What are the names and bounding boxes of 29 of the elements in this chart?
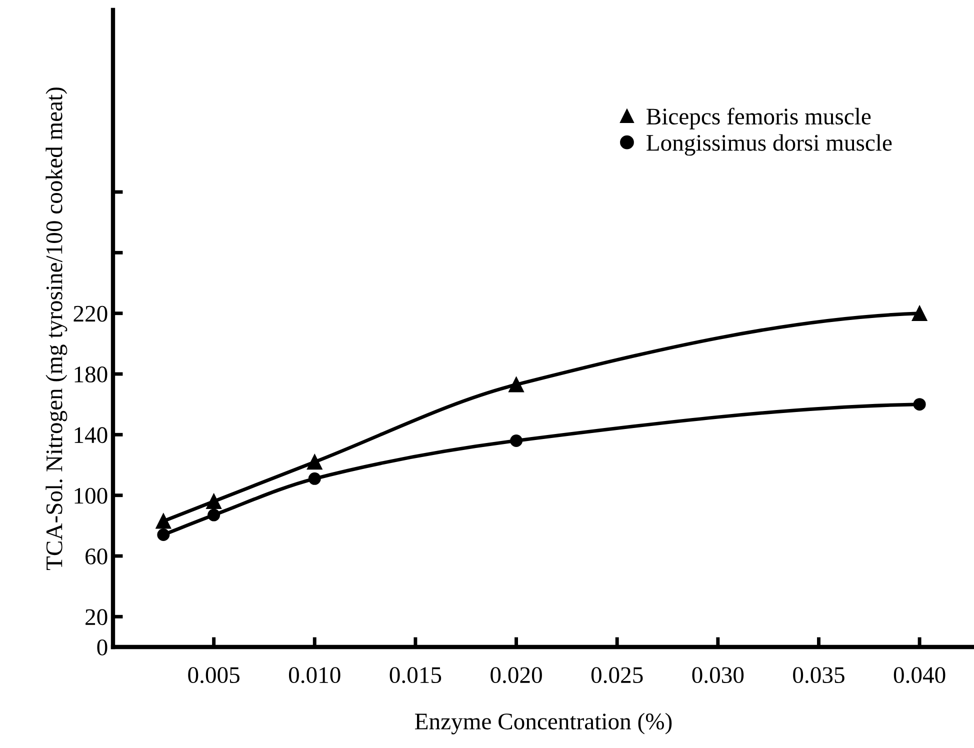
x-tick-label: 0.030 xyxy=(692,667,744,684)
point xyxy=(308,472,321,485)
x-tick-label: 0.005 xyxy=(188,667,240,684)
y-tick-label: 100 xyxy=(74,488,108,504)
x-axis-title: Enzyme Concentration (%) xyxy=(415,712,672,734)
y-tick-label: 20 xyxy=(86,609,108,626)
point xyxy=(913,398,926,411)
y-axis-title: TCA-Sol. Nitrogen (mg tyrosine/100 cooked meat) xyxy=(46,88,68,570)
x-tick-label: 0.040 xyxy=(894,667,946,684)
point xyxy=(510,434,523,447)
point xyxy=(157,528,170,542)
x-tick-label: 0.035 xyxy=(793,667,844,684)
legend-label: Bicepcs femoris muscle xyxy=(646,108,871,130)
y-tick-label: 220 xyxy=(74,306,108,322)
x-tick-label: 0.010 xyxy=(288,667,340,684)
x-tick-label: 0.015 xyxy=(390,667,442,684)
point xyxy=(912,306,928,321)
point xyxy=(156,513,172,529)
legend-label: Longissimus dorsi muscle xyxy=(646,134,892,156)
x-tick-label: 0.025 xyxy=(591,667,643,684)
point xyxy=(508,376,524,392)
y-tick-label: 180 xyxy=(74,366,108,382)
y-tick-label: 0 xyxy=(97,639,108,656)
x-tick-label: 0.020 xyxy=(490,667,542,684)
point xyxy=(208,508,220,522)
y-tick-label: 140 xyxy=(74,427,108,444)
point xyxy=(307,454,322,470)
y-tick-label: 60 xyxy=(86,548,108,564)
point xyxy=(206,494,222,510)
